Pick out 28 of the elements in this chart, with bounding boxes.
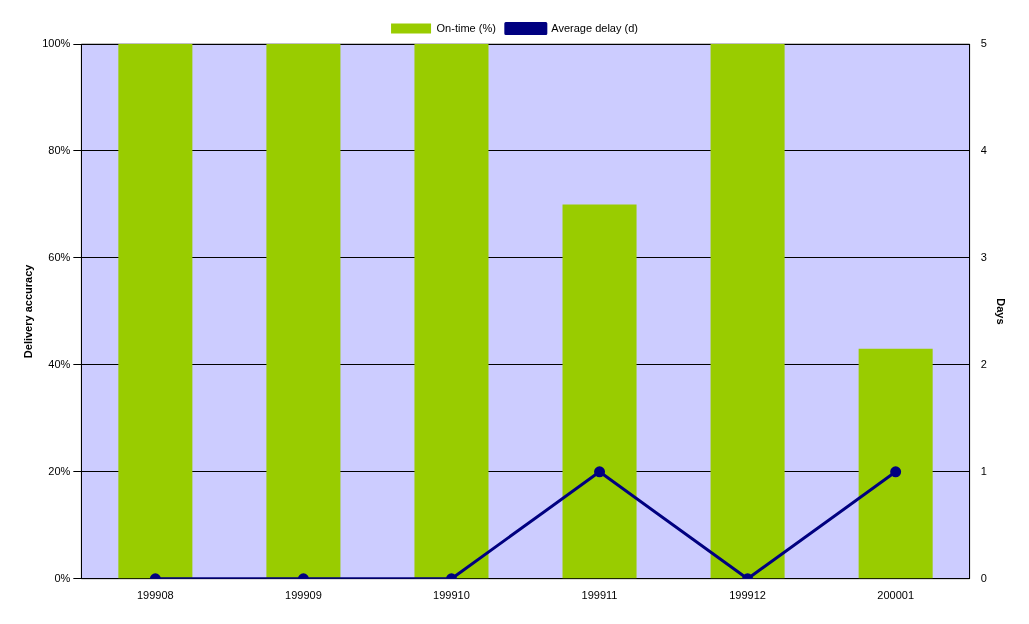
legend-label: On-time (%): [436, 21, 496, 34]
y-tick-label: 100%: [42, 37, 71, 50]
y-tick-label: 40%: [48, 357, 71, 370]
bar: [858, 348, 933, 579]
y2-tick-label: 5: [980, 37, 987, 50]
y2-tick-label: 3: [980, 250, 987, 263]
y-tick-label: 20%: [48, 464, 71, 477]
y-axis-title: Delivery accuracy: [21, 263, 34, 359]
y2-tick-label: 2: [980, 357, 987, 370]
y2-axis-title: Days: [995, 298, 1008, 325]
x-tick-label: 199911: [581, 589, 618, 602]
bar: [266, 44, 341, 579]
x-tick-label: 200001: [877, 589, 915, 602]
y-tick-label: 0%: [54, 571, 71, 584]
y-tick-label: 80%: [48, 143, 71, 156]
y2-tick-label: 0: [980, 571, 987, 584]
x-tick-label: 199912: [729, 589, 766, 602]
x-tick-label: 199908: [137, 589, 174, 602]
bar: [414, 44, 489, 579]
y2-tick-label: 1: [980, 464, 987, 477]
bar: [562, 204, 637, 579]
bar: [118, 44, 193, 579]
x-tick-label: 199909: [285, 589, 322, 602]
bar: [710, 44, 785, 579]
legend-label: Average delay (d): [551, 21, 638, 34]
y-tick-label: 60%: [48, 250, 71, 263]
x-tick-label: 199910: [433, 589, 470, 602]
y2-tick-label: 4: [980, 143, 987, 156]
